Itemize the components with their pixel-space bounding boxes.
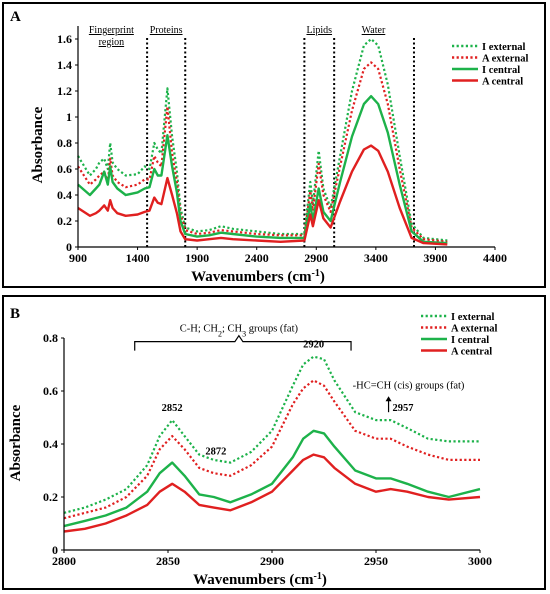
panel-b-series bbox=[63, 355, 481, 533]
a-x-tick-label: 3900 bbox=[423, 251, 447, 265]
b-x-tick-label: 3000 bbox=[468, 554, 492, 568]
a-y-tick-label: 0.2 bbox=[57, 214, 72, 228]
panel-a-region-label: Fingerprint bbox=[89, 25, 134, 36]
panel-b-peak-label: 2872 bbox=[205, 447, 226, 458]
a-y-tick-label: 1 bbox=[66, 110, 72, 124]
a-y-tick-label: 1.2 bbox=[57, 84, 72, 98]
panel-a-region-label: Proteins bbox=[150, 25, 183, 36]
panel-b: B 2800 2850 2900 2950 3000 0 0.2 0.4 0.6 0.8 C-H;… bbox=[2, 295, 546, 590]
panel-b-tag: B bbox=[10, 306, 20, 322]
panel-b-bracket-label-part: 3 bbox=[242, 329, 246, 338]
a-series-line-i-central bbox=[77, 95, 448, 245]
b-y-tick-label: 0.4 bbox=[43, 437, 58, 451]
panel-b-bracket bbox=[134, 334, 352, 351]
a-x-tick-label: 3400 bbox=[364, 251, 388, 265]
panel-b-arrow-peak-label: 2957 bbox=[393, 403, 414, 414]
panel-a-region-label: Lipids bbox=[306, 25, 332, 36]
b-y-tick-label: 0 bbox=[52, 543, 58, 557]
panel-b-axes bbox=[61, 337, 481, 553]
panel-b-x-axis-title-main: Wavenumbers (cm bbox=[193, 572, 314, 588]
a-y-tick-label: 0 bbox=[66, 240, 72, 254]
b-series-line-a-external bbox=[63, 379, 480, 520]
panel-b-x-axis-title-tail: ) bbox=[322, 572, 327, 588]
panel-b-arrow-head bbox=[385, 396, 392, 402]
a-y-tick-label: 0.8 bbox=[57, 136, 72, 150]
panel-a-x-axis-title-main: Wavenumbers (cm bbox=[191, 269, 312, 285]
panel-a-region-dividers bbox=[146, 36, 415, 247]
panel-a-tick-labels: 900 1400 1900 2400 2900 3400 3900 4400 0 0.2 0.4 0.… bbox=[57, 32, 507, 265]
b-y-tick-label: 0.8 bbox=[43, 331, 58, 345]
panel-b-arrow-note: -HC=CH (cis) groups (fat) bbox=[353, 380, 465, 391]
b-legend-label: I central bbox=[451, 335, 489, 346]
a-y-tick-label: 1.6 bbox=[57, 32, 72, 46]
b-x-tick-label: 2950 bbox=[364, 554, 388, 568]
panel-b-bracket-label-part: 2 bbox=[218, 329, 222, 338]
a-x-tick-label: 2400 bbox=[245, 251, 269, 265]
panel-a-border bbox=[2, 2, 546, 288]
a-series-line-a-central bbox=[77, 144, 448, 246]
panel-a-axes bbox=[75, 26, 496, 250]
panel-b-peak-label: 2920 bbox=[303, 339, 324, 350]
a-y-tick-label: 0.4 bbox=[57, 188, 72, 202]
panel-a-y-axis-title: Absorbance bbox=[30, 106, 46, 183]
panel-b-y-axis-title: Absorbance bbox=[8, 404, 24, 481]
a-x-tick-label: 4400 bbox=[483, 251, 507, 265]
panel-b-x-axis-title-sup: -1 bbox=[314, 571, 322, 582]
panel-b-bracket-label-part: C-H; CH bbox=[180, 324, 219, 335]
panel-a-region-label: Water bbox=[362, 25, 386, 36]
b-series-line-i-external bbox=[63, 355, 480, 514]
a-series-line-i-external bbox=[77, 37, 448, 242]
panel-a-series bbox=[77, 37, 448, 246]
panel-b-tick-labels: 2800 2850 2900 2950 3000 0 0.2 0.4 0.6 0.8 bbox=[43, 331, 492, 568]
a-x-tick-label: 2900 bbox=[304, 251, 328, 265]
a-legend-label: I central bbox=[482, 65, 520, 76]
b-y-tick-label: 0.6 bbox=[43, 384, 58, 398]
b-series-line-i-central bbox=[63, 429, 481, 528]
panel-b-x-axis-title: Wavenumbers (cm-1) bbox=[193, 571, 327, 589]
panel-b-annotations: C-H; CH2; CH3 groups (fat) 2852 2872 2920 29… bbox=[134, 324, 465, 458]
b-legend-label: A external bbox=[451, 324, 497, 335]
b-x-tick-label: 2800 bbox=[52, 554, 76, 568]
a-x-tick-label: 1400 bbox=[126, 251, 150, 265]
a-legend-label: A central bbox=[482, 77, 523, 88]
panel-b-peak-label: 2852 bbox=[162, 403, 183, 414]
a-x-tick-label: 900 bbox=[69, 251, 87, 265]
b-x-tick-label: 2900 bbox=[260, 554, 284, 568]
a-legend-label: A external bbox=[482, 54, 528, 65]
panel-b-bracket-label-part: groups (fat) bbox=[246, 324, 298, 335]
a-y-tick-label: 1.4 bbox=[57, 58, 72, 72]
panel-b-border bbox=[2, 295, 546, 590]
panel-a-x-axis-title: Wavenumbers (cm-1) bbox=[191, 268, 325, 286]
panel-a-region-label: region bbox=[99, 37, 125, 48]
panel-b-bracket-label: C-H; CH2; CH3 groups (fat) bbox=[180, 324, 299, 339]
b-series-line-a-central bbox=[63, 453, 481, 533]
a-x-tick-label: 1900 bbox=[185, 251, 209, 265]
b-x-tick-label: 2850 bbox=[156, 554, 180, 568]
b-legend-label: I external bbox=[451, 312, 495, 323]
panel-b-bracket-label-part: ; CH bbox=[222, 324, 243, 335]
panel-a-x-axis-title-tail: ) bbox=[320, 269, 325, 285]
b-y-tick-label: 0.2 bbox=[43, 490, 58, 504]
a-legend-label: I external bbox=[482, 42, 526, 53]
a-y-tick-label: 0.6 bbox=[57, 162, 72, 176]
b-legend-label: A central bbox=[451, 347, 492, 358]
panel-a-x-axis-title-sup: -1 bbox=[312, 268, 320, 279]
panel-a-tag: A bbox=[10, 9, 21, 25]
